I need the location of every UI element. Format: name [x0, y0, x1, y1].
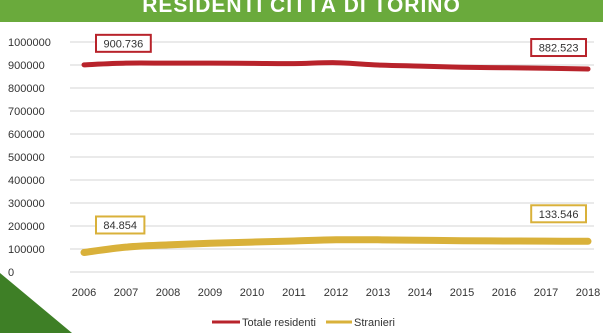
x-tick-label: 2006 [72, 287, 96, 299]
title-banner: RESIDENTI CITTÀ DI TORINO [0, 0, 603, 22]
y-tick-label: 500000 [8, 152, 45, 164]
data-label: 84.854 [103, 220, 137, 232]
y-tick-label: 100000 [8, 244, 45, 256]
x-tick-label: 2014 [408, 287, 432, 299]
legend-label: Totale residenti [242, 317, 316, 329]
y-tick-label: 400000 [8, 175, 45, 187]
data-label: 900.736 [104, 38, 144, 50]
series-line-stranieri [80, 236, 592, 256]
data-label: 133.546 [539, 209, 579, 221]
x-tick-label: 2016 [492, 287, 516, 299]
series-line-totale-residenti [81, 60, 591, 72]
x-tick-label: 2010 [240, 287, 264, 299]
x-tick-label: 2015 [450, 287, 474, 299]
y-tick-label: 600000 [8, 129, 45, 141]
y-tick-label: 800000 [8, 83, 45, 95]
data-label-box [530, 38, 588, 58]
legend-label: Stranieri [354, 317, 395, 329]
data-label-box [95, 215, 146, 235]
x-tick-label: 2011 [282, 287, 306, 299]
y-tick-label: 0 [8, 267, 14, 279]
data-label-box [530, 204, 588, 224]
x-tick-label: 2012 [324, 287, 348, 299]
y-tick-label: 1000000 [8, 37, 51, 49]
chart-title: RESIDENTI CITTÀ DI TORINO [142, 0, 461, 17]
x-tick-label: 2017 [534, 287, 558, 299]
x-tick-label: 2007 [114, 287, 138, 299]
data-label-box [95, 33, 152, 53]
x-tick-label: 2013 [366, 287, 390, 299]
x-tick-label: 2009 [198, 287, 222, 299]
y-tick-label: 200000 [8, 221, 45, 233]
y-tick-label: 900000 [8, 60, 45, 72]
data-label: 882.523 [539, 43, 579, 55]
y-tick-label: 300000 [8, 198, 45, 210]
x-tick-label: 2018 [576, 287, 600, 299]
y-tick-label: 700000 [8, 106, 45, 118]
x-tick-label: 2008 [156, 287, 180, 299]
line-chart: 1000000900000800000700000600000500000400… [8, 33, 600, 329]
